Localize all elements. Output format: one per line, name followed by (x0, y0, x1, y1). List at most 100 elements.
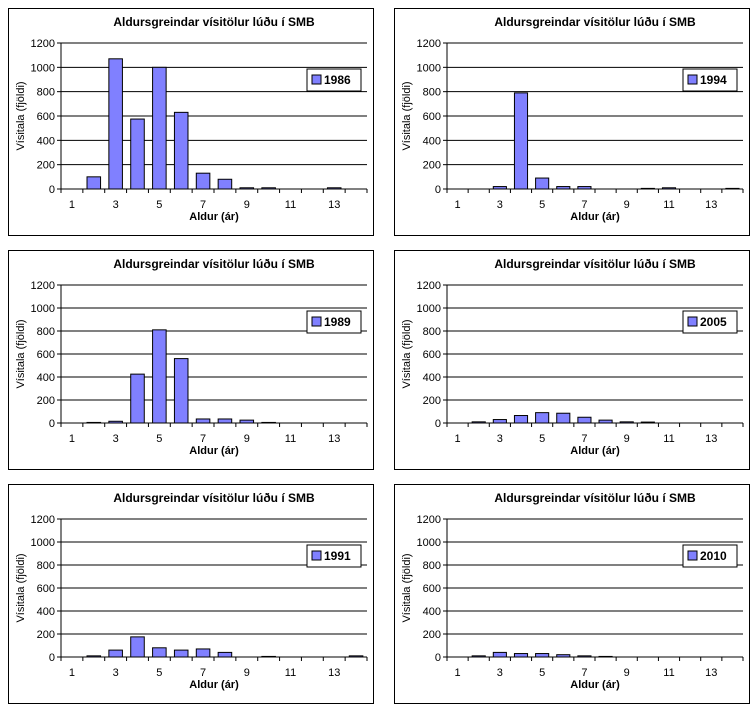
bar-age-7 (577, 655, 592, 658)
x-tick-label: 13 (705, 667, 717, 679)
bar-age-4 (513, 415, 529, 424)
x-axis-label: Aldur (ár) (189, 211, 239, 223)
bar-age-4 (513, 92, 529, 190)
y-tick-label: 1000 (31, 537, 55, 549)
x-tick-label: 3 (113, 667, 119, 679)
x-tick-label: 13 (705, 199, 717, 211)
bar-age-7 (577, 416, 592, 424)
bar-age-10 (640, 187, 655, 190)
bar-age-8 (598, 419, 613, 424)
chart-title: Aldursgreindar vísitölur lúðu í SMB (494, 491, 696, 505)
y-tick-label: 200 (37, 395, 55, 407)
x-tick-label: 1 (69, 433, 75, 445)
y-tick-label: 1000 (31, 303, 55, 315)
y-axis-label: Vísitala (fjöldi) (15, 81, 27, 150)
x-tick-label: 5 (539, 667, 545, 679)
x-tick-label: 3 (497, 199, 503, 211)
y-tick-label: 1000 (31, 62, 55, 74)
y-tick-label: 800 (423, 87, 441, 99)
bar-age-8 (598, 655, 613, 658)
x-tick-label: 7 (581, 433, 587, 445)
x-axis-label: Aldur (ár) (189, 679, 239, 691)
chart-panel-1989: Aldursgreindar vísitölur lúðu í SMB 0 200 4… (8, 250, 374, 470)
chart-title: Aldursgreindar vísitölur lúðu í SMB (113, 491, 315, 505)
y-tick-label: 200 (423, 629, 441, 641)
bar-age-2 (471, 655, 486, 658)
x-tick-label: 9 (624, 667, 630, 679)
x-tick-label: 9 (244, 433, 250, 445)
y-tick-label: 200 (423, 160, 441, 172)
bar-age-7 (195, 648, 211, 658)
x-tick-label: 5 (539, 433, 545, 445)
y-tick-label: 0 (435, 652, 441, 664)
bar-age-8 (217, 651, 233, 658)
legend-swatch (687, 74, 698, 85)
x-tick-label: 1 (69, 199, 75, 211)
legend-swatch (687, 316, 698, 327)
y-tick-label: 200 (37, 160, 55, 172)
bar-age-10 (261, 655, 276, 658)
y-axis-label: Vísitala (fjöldi) (15, 319, 27, 388)
bar-age-5 (152, 66, 167, 190)
y-tick-label: 600 (423, 583, 441, 595)
y-tick-label: 1200 (417, 514, 441, 526)
chart-panel-1991: Aldursgreindar vísitölur lúðu í SMB 0 200 4… (8, 484, 374, 704)
legend: 2005 (682, 310, 738, 334)
legend-swatch (687, 550, 698, 561)
bar-age-3 (108, 420, 123, 424)
bar-age-4 (130, 636, 145, 658)
y-tick-label: 400 (37, 372, 55, 384)
x-tick-label: 7 (200, 667, 206, 679)
bar-age-5 (152, 329, 167, 424)
chart-panel-1986: Aldursgreindar vísitölur lúðu í SMB 0 200 4… (8, 8, 374, 236)
bar-age-11 (661, 187, 677, 190)
chart-title: Aldursgreindar vísitölur lúðu í SMB (494, 15, 696, 29)
chart-svg: Aldursgreindar vísitölur lúðu í SMB 0 200 4… (401, 15, 744, 223)
bar-age-5 (152, 647, 167, 658)
y-tick-label: 400 (423, 135, 441, 147)
x-axis-label: Aldur (ár) (570, 211, 620, 223)
legend: 1989 (306, 310, 362, 334)
x-tick-label: 3 (113, 433, 119, 445)
y-tick-label: 400 (423, 606, 441, 618)
chart-panel-2010: Aldursgreindar vísitölur lúðu í SMB 0 200 4… (394, 484, 750, 704)
bar-age-3 (108, 58, 123, 190)
x-tick-label: 1 (455, 667, 461, 679)
bar-age-5 (535, 412, 550, 424)
bar-age-6 (556, 654, 571, 658)
y-tick-label: 400 (423, 372, 441, 384)
bar-age-4 (130, 118, 145, 190)
x-tick-label: 13 (328, 199, 340, 211)
legend: 1991 (306, 544, 362, 568)
x-axis-label: Aldur (ár) (570, 445, 620, 457)
bar-age-7 (195, 418, 211, 424)
y-tick-label: 600 (37, 349, 55, 361)
y-tick-label: 0 (435, 184, 441, 196)
legend-label: 1991 (324, 549, 351, 563)
y-axis-label: Vísitala (fjöldi) (15, 553, 27, 622)
bar-age-10 (261, 421, 276, 424)
x-tick-label: 1 (455, 433, 461, 445)
y-tick-label: 1200 (417, 280, 441, 292)
chart-svg: Aldursgreindar vísitölur lúðu í SMB 0 200 4… (401, 257, 744, 457)
legend-label: 1986 (324, 73, 351, 87)
y-tick-label: 800 (37, 560, 55, 572)
chart-svg: Aldursgreindar vísitölur lúðu í SMB 0 200 4… (401, 491, 744, 691)
y-tick-label: 1000 (417, 537, 441, 549)
x-tick-label: 5 (156, 667, 162, 679)
bar-age-4 (513, 653, 529, 658)
legend-swatch (311, 74, 322, 85)
bar-age-2 (86, 655, 102, 658)
bar-age-2 (86, 421, 102, 424)
bar-age-6 (556, 186, 571, 190)
y-axis-label: Vísitala (fjöldi) (401, 553, 413, 622)
chart-svg: Aldursgreindar vísitölur lúðu í SMB 0 200 4… (15, 15, 368, 223)
y-tick-label: 400 (37, 606, 55, 618)
y-tick-label: 1200 (417, 38, 441, 50)
x-tick-label: 13 (328, 433, 340, 445)
x-tick-label: 5 (156, 433, 162, 445)
bar-age-6 (556, 412, 571, 424)
y-tick-label: 0 (49, 418, 55, 430)
legend-label: 1989 (324, 315, 351, 329)
bar-age-7 (577, 186, 592, 190)
